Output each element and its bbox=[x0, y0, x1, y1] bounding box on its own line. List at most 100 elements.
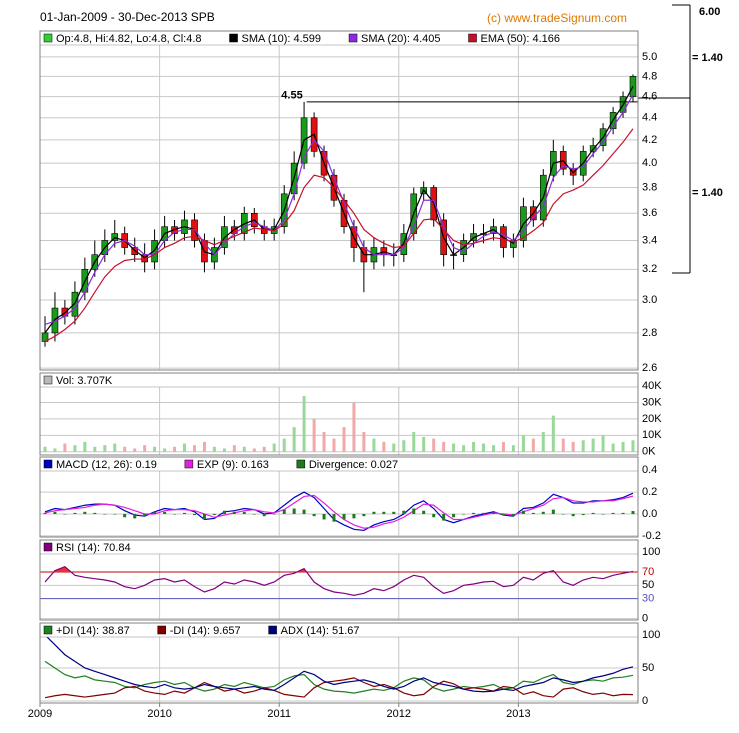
plot-area bbox=[41, 74, 638, 347]
y-tick-label: 4.6 bbox=[642, 91, 657, 103]
x-tick-label: 2010 bbox=[147, 708, 171, 720]
bar bbox=[432, 513, 436, 518]
bar bbox=[611, 443, 615, 452]
bar bbox=[282, 438, 286, 452]
bar bbox=[442, 441, 446, 452]
y-tick-label: 4.8 bbox=[642, 70, 657, 82]
series-line bbox=[44, 94, 634, 326]
bar bbox=[611, 512, 615, 514]
bar bbox=[422, 510, 426, 514]
bar bbox=[163, 511, 167, 514]
legend-swatch bbox=[43, 33, 53, 43]
bar bbox=[601, 513, 605, 515]
bar bbox=[561, 513, 565, 515]
bar bbox=[452, 443, 456, 452]
y-tick-label: 2.8 bbox=[642, 327, 657, 339]
bar bbox=[521, 435, 525, 452]
plot-area bbox=[43, 395, 635, 452]
series-line bbox=[44, 494, 634, 529]
bar bbox=[73, 445, 77, 452]
bar bbox=[83, 511, 87, 514]
bar bbox=[432, 438, 436, 452]
y-tick-label: 50 bbox=[642, 579, 654, 591]
bar bbox=[113, 443, 117, 452]
series-line bbox=[44, 660, 634, 694]
legend-label: Op:4.8, Hi:4.82, Lo:4.8, Cl:4.8 bbox=[56, 33, 202, 45]
bar bbox=[272, 443, 276, 452]
bar bbox=[452, 513, 456, 518]
series-line bbox=[44, 491, 634, 532]
bar bbox=[472, 441, 476, 452]
y-tick-label: 100 bbox=[642, 546, 660, 558]
bar bbox=[322, 432, 326, 452]
legend-label: ADX (14): 51.67 bbox=[281, 625, 360, 637]
bar bbox=[153, 511, 157, 514]
y-tick-label: 3.8 bbox=[642, 181, 657, 193]
level-label: 30 bbox=[642, 593, 654, 605]
legend-label: SMA (10): 4.599 bbox=[242, 33, 322, 45]
bar bbox=[103, 445, 107, 452]
y-tick-label: 10K bbox=[642, 429, 662, 441]
bar bbox=[53, 511, 57, 514]
bar bbox=[312, 418, 316, 452]
bar bbox=[382, 511, 386, 514]
legend-swatch bbox=[43, 459, 53, 469]
bar bbox=[581, 440, 585, 452]
bar bbox=[292, 427, 296, 452]
bar bbox=[103, 513, 107, 515]
bar bbox=[601, 435, 605, 452]
y-tick-label: 100 bbox=[642, 629, 660, 641]
y-tick-label: 0 bbox=[642, 613, 648, 625]
bar bbox=[481, 443, 485, 452]
bar bbox=[362, 513, 366, 517]
bar bbox=[322, 513, 326, 520]
legend-swatch bbox=[43, 625, 53, 635]
bar bbox=[262, 446, 266, 452]
bar bbox=[551, 509, 555, 514]
y-tick-label: -0.2 bbox=[642, 530, 661, 542]
series-line bbox=[44, 634, 634, 693]
bar bbox=[222, 510, 226, 514]
bar bbox=[232, 511, 236, 514]
plot-area bbox=[43, 491, 635, 532]
bar bbox=[153, 446, 157, 452]
x-tick-label: 2011 bbox=[267, 708, 291, 720]
bar bbox=[182, 512, 186, 514]
legend-swatch bbox=[157, 625, 166, 635]
x-tick-label: 2013 bbox=[506, 708, 530, 720]
bar bbox=[472, 512, 476, 514]
level-label: 70 bbox=[642, 566, 654, 578]
bar bbox=[372, 511, 376, 514]
bar bbox=[73, 512, 77, 514]
y-tick-label: 4.2 bbox=[642, 134, 657, 146]
legend-label: EXP (9): 0.163 bbox=[197, 459, 269, 471]
legend-swatch bbox=[348, 33, 358, 43]
bar bbox=[412, 508, 416, 514]
bar bbox=[143, 445, 147, 452]
legend-label: Divergence: 0.027 bbox=[309, 459, 398, 471]
bar bbox=[422, 436, 426, 452]
bar bbox=[173, 513, 177, 515]
bar bbox=[342, 513, 346, 520]
series-line bbox=[44, 86, 634, 334]
legend-swatch bbox=[184, 459, 194, 469]
bar bbox=[173, 446, 177, 452]
bar bbox=[352, 513, 356, 519]
bar bbox=[462, 445, 466, 452]
y-tick-label: 0.4 bbox=[642, 464, 657, 476]
bar bbox=[561, 438, 565, 452]
y-tick-label: 0K bbox=[642, 446, 656, 458]
bar bbox=[272, 513, 276, 515]
legend-label: MACD (12, 26): 0.19 bbox=[56, 459, 157, 471]
side-scale: 6.00 = 1.40 = 1.40 bbox=[638, 4, 723, 274]
series-line bbox=[44, 565, 634, 596]
legend-label: +DI (14): 38.87 bbox=[56, 625, 130, 637]
bar bbox=[541, 432, 545, 452]
bar bbox=[511, 513, 515, 516]
candle-body bbox=[111, 233, 119, 241]
legend-label: SMA (20): 4.405 bbox=[361, 33, 441, 45]
bar bbox=[202, 441, 206, 452]
bar bbox=[462, 513, 466, 515]
chart-title: 01-Jan-2009 - 30-Dec-2013 SPB bbox=[40, 10, 215, 24]
